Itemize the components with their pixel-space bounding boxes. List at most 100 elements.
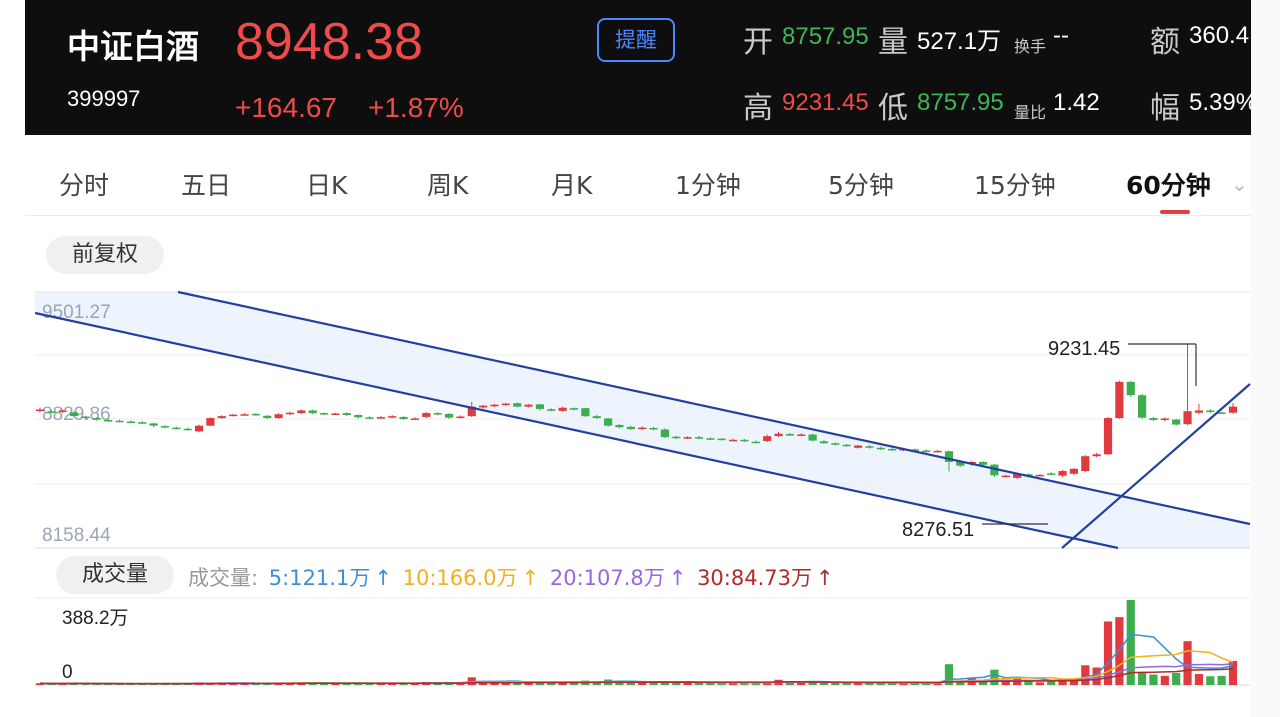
volume-bar (490, 682, 499, 685)
volume-bar (319, 683, 329, 685)
tab-intraday[interactable]: 分时 (59, 171, 110, 200)
volume-zero-label: 0 (62, 662, 73, 683)
candle-body (365, 417, 374, 419)
candle-body (331, 413, 340, 415)
volume-bar (569, 682, 579, 685)
volume-bar (1172, 672, 1181, 685)
tab-1min[interactable]: 1分钟 (675, 171, 741, 200)
volume-bar (978, 680, 988, 685)
candle-body (183, 428, 192, 431)
volume-bar (1160, 675, 1169, 685)
candle-body (819, 441, 829, 444)
candle-body (422, 413, 431, 417)
volume-bar (547, 682, 556, 685)
ma20-value: 20:107.8万 ↑ (549, 566, 687, 590)
candle-body (547, 409, 556, 411)
candle-body (501, 403, 510, 406)
candle-body (126, 421, 135, 423)
volume-bar (331, 683, 340, 685)
volume-indicator-button[interactable]: 成交量 (56, 556, 174, 594)
volume-bar (92, 683, 101, 685)
amount-value: 360.4 (1189, 22, 1250, 49)
volume-bar (694, 682, 704, 685)
volume-ma5-line (39, 633, 1234, 685)
candle-body (1228, 406, 1238, 413)
tab-5min[interactable]: 5分钟 (828, 171, 894, 200)
volume-bar (819, 682, 829, 685)
tab-weekly-k[interactable]: 周K (427, 171, 469, 200)
candle-body (1206, 410, 1215, 412)
volume-bar (808, 681, 817, 685)
candle-body (342, 413, 351, 416)
volume-bar (35, 683, 45, 685)
amplitude-value: 5.39% (1189, 89, 1251, 116)
volume-bar (1138, 671, 1147, 685)
ma10-value: 10:166.0万 ↑ (402, 566, 540, 590)
candle-body (933, 450, 942, 453)
tab-daily-k[interactable]: 日K (306, 171, 348, 200)
candle-body (569, 408, 579, 410)
volume-bar (683, 682, 692, 685)
channel-lower-trendline (34, 311, 1119, 550)
candle-body (888, 448, 897, 451)
candle-body (354, 415, 363, 418)
candle-body (1069, 468, 1079, 474)
tab-60min[interactable]: 60分钟 (1126, 171, 1211, 200)
candle-body (1001, 475, 1010, 478)
candle-body (479, 405, 488, 408)
tab-15min[interactable]: 15分钟 (974, 171, 1056, 200)
candle-body (638, 427, 647, 430)
candle-body (490, 404, 499, 407)
volume-bar (649, 682, 658, 685)
alert-button[interactable]: 提醒 (597, 18, 675, 62)
volume-legend-label: 成交量: (188, 566, 259, 590)
channel-upper-trendline (177, 290, 1251, 526)
volume-bar (717, 682, 726, 685)
volume-bar (751, 682, 760, 685)
candle-body (1115, 381, 1124, 419)
candle-body (558, 407, 567, 411)
ma30-value: 30:84.73万 ↑ (697, 566, 834, 590)
volume-bar (558, 682, 567, 685)
chevron-down-icon[interactable]: ⌄ (1231, 172, 1248, 196)
volume-bar (933, 683, 942, 685)
high-marker-label: 9231.45 (1048, 338, 1120, 360)
candle-body (263, 415, 272, 419)
candle-body (240, 414, 249, 416)
volume-bar (592, 681, 601, 685)
candle-body (581, 408, 590, 417)
candle-body (35, 409, 45, 411)
candle-body (297, 410, 306, 414)
volume-label: 量 (878, 25, 908, 60)
volume-bar (763, 681, 772, 685)
candle-body (910, 449, 919, 451)
candle-body (683, 437, 692, 439)
volume-bar (672, 682, 681, 685)
volume-bar (1001, 679, 1010, 685)
volume-bar (456, 683, 465, 685)
volume-bar (899, 682, 908, 685)
tab-monthly-k[interactable]: 月K (551, 171, 593, 200)
candle-body (876, 447, 885, 450)
breakout-trendline (1061, 383, 1251, 549)
volume-bar (1047, 681, 1056, 685)
candle-body (1035, 474, 1044, 477)
volume-ratio-label: 量比 (1014, 103, 1047, 122)
volume-bar (797, 682, 806, 685)
candle-body (229, 414, 238, 417)
candle-body (1047, 473, 1056, 475)
volume-bar (831, 682, 840, 685)
candle-body (785, 434, 794, 436)
tab-five-day[interactable]: 五日 (181, 171, 232, 200)
candle-body (376, 417, 385, 419)
candle-body (1183, 411, 1192, 425)
candle-body (831, 443, 840, 445)
volume-bar (1149, 674, 1158, 685)
candle-body (751, 441, 760, 444)
volume-bar (1183, 641, 1192, 685)
price-adjust-button[interactable]: 前复权 (46, 236, 164, 274)
volume-bar (240, 683, 249, 685)
candle-body (319, 413, 329, 415)
volume-bar (990, 669, 999, 685)
